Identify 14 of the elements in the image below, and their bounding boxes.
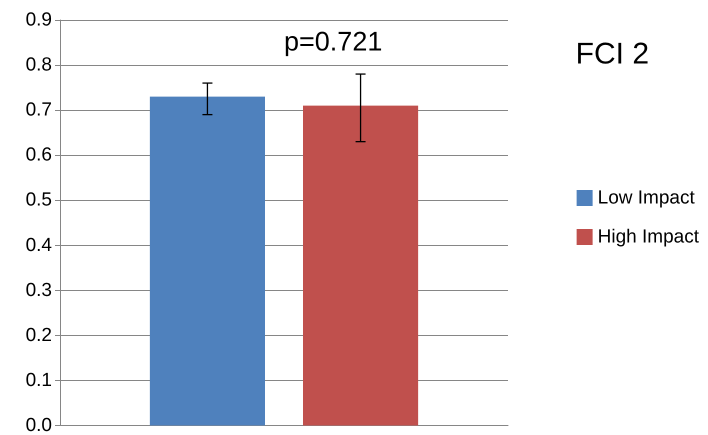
y-tick-label: 0.4	[26, 234, 52, 256]
y-tick-label: 0.1	[26, 370, 52, 391]
y-tick-label: 0.0	[26, 415, 52, 435]
y-tick-label: 0.3	[26, 280, 52, 301]
legend-label: Low Impact	[598, 188, 696, 208]
annotation: p=0.721	[284, 26, 382, 56]
y-tick-label: 0.9	[26, 10, 52, 30]
y-tick-label: 0.8	[26, 54, 52, 76]
y-tick-label: 0.2	[26, 324, 52, 346]
text: FCI 2	[576, 38, 650, 70]
y-tick-label: 0.5	[26, 190, 52, 211]
y-tick-label: 0.7	[26, 100, 52, 121]
y-tick-label: 0.6	[26, 144, 52, 166]
legend-label: High Impact	[598, 226, 700, 248]
